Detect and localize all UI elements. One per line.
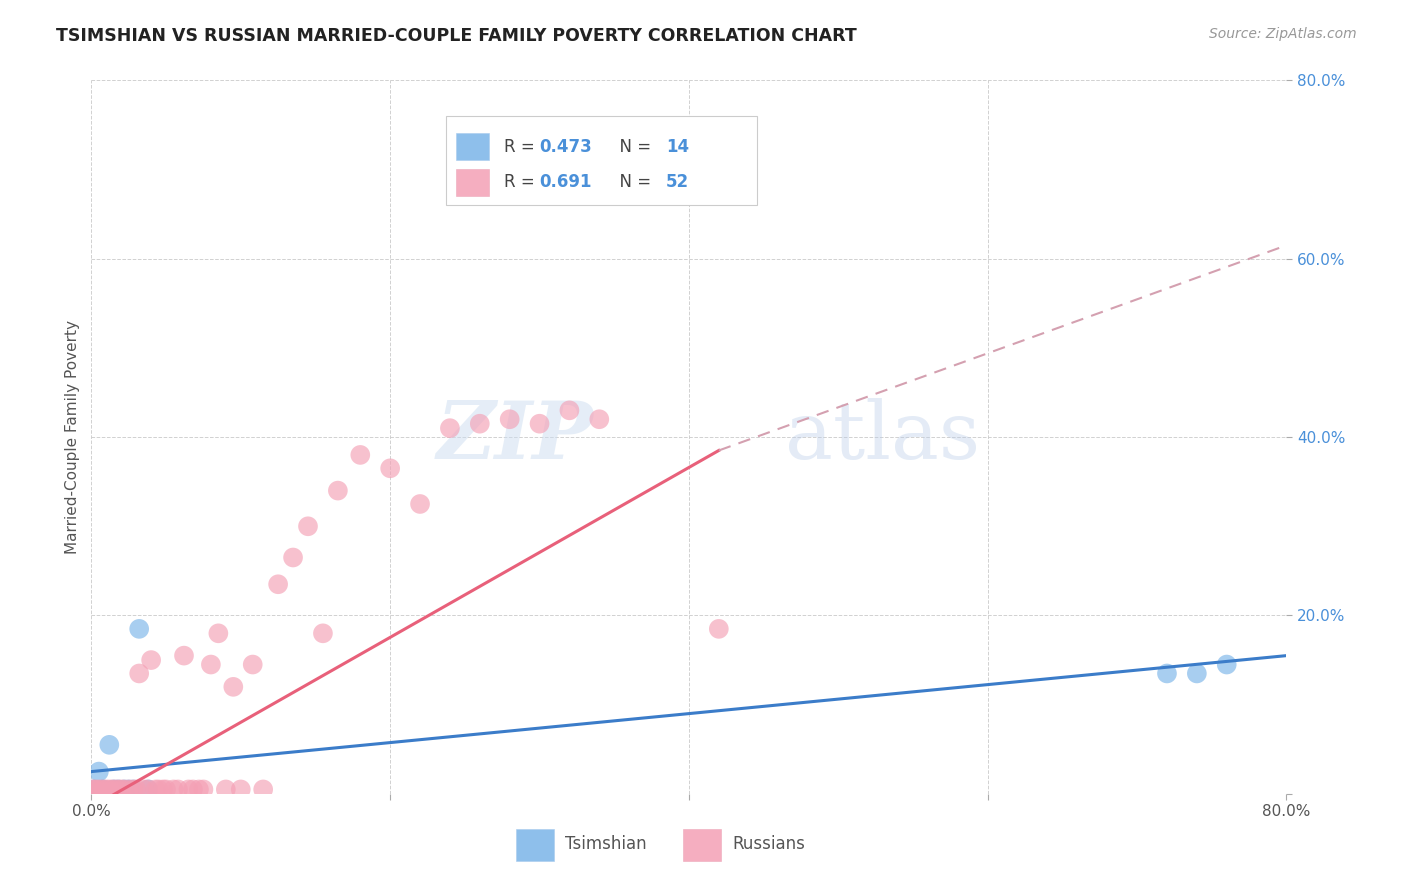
Point: [141, 653, 163, 667]
Bar: [446, 116, 756, 205]
Point: [439, 421, 461, 435]
Point: [193, 782, 215, 797]
Point: [215, 782, 238, 797]
Point: [112, 782, 135, 797]
Point: [162, 782, 184, 797]
Point: [229, 782, 252, 797]
Bar: [456, 133, 489, 161]
Point: [93, 782, 115, 797]
Point: [122, 782, 145, 797]
Point: [112, 782, 135, 797]
Point: [409, 497, 432, 511]
Point: [148, 782, 170, 797]
Point: [242, 657, 264, 672]
Text: TSIMSHIAN VS RUSSIAN MARRIED-COUPLE FAMILY POVERTY CORRELATION CHART: TSIMSHIAN VS RUSSIAN MARRIED-COUPLE FAMI…: [56, 27, 858, 45]
Point: [312, 626, 335, 640]
Point: [89, 782, 111, 797]
Point: [118, 782, 141, 797]
Point: [1216, 657, 1239, 672]
Point: [107, 782, 129, 797]
Point: [222, 680, 245, 694]
Point: [107, 782, 129, 797]
Y-axis label: Married-Couple Family Poverty: Married-Couple Family Poverty: [65, 320, 80, 554]
Point: [167, 782, 190, 797]
Point: [82, 782, 104, 797]
Point: [98, 782, 121, 797]
Point: [326, 483, 349, 498]
Point: [82, 782, 104, 797]
Point: [499, 412, 522, 426]
Text: 0.473: 0.473: [540, 137, 592, 155]
Point: [380, 461, 402, 475]
Point: [125, 782, 148, 797]
Point: [136, 782, 159, 797]
Text: 14: 14: [666, 137, 689, 155]
Point: [1185, 666, 1208, 681]
Point: [98, 738, 121, 752]
Point: [110, 782, 132, 797]
Point: [128, 666, 150, 681]
Text: N =: N =: [609, 173, 657, 191]
Point: [83, 782, 105, 797]
Text: Source: ZipAtlas.com: Source: ZipAtlas.com: [1209, 27, 1357, 41]
Point: [104, 782, 127, 797]
Point: [136, 782, 159, 797]
Point: [529, 417, 551, 431]
Text: 0.691: 0.691: [540, 173, 592, 191]
Bar: [683, 829, 721, 861]
Point: [468, 417, 491, 431]
Point: [132, 782, 155, 797]
Point: [1156, 666, 1178, 681]
Text: R =: R =: [503, 173, 540, 191]
Point: [207, 626, 229, 640]
Point: [181, 782, 204, 797]
Point: [145, 782, 167, 797]
Text: ZIP: ZIP: [436, 399, 593, 475]
Point: [177, 782, 200, 797]
Point: [173, 648, 195, 663]
Point: [188, 782, 211, 797]
Text: Russians: Russians: [733, 835, 804, 853]
Point: [558, 403, 581, 417]
Point: [87, 764, 110, 779]
Point: [118, 782, 141, 797]
Point: [267, 577, 290, 591]
Point: [297, 519, 319, 533]
Point: [252, 782, 274, 797]
Point: [128, 622, 150, 636]
Point: [96, 782, 118, 797]
Text: Tsimshian: Tsimshian: [565, 835, 647, 853]
Point: [707, 622, 730, 636]
Point: [86, 782, 108, 797]
Point: [122, 782, 145, 797]
Point: [349, 448, 371, 462]
Point: [155, 782, 177, 797]
Point: [101, 782, 124, 797]
Text: atlas: atlas: [785, 398, 980, 476]
Text: R =: R =: [503, 137, 540, 155]
Text: N =: N =: [609, 137, 657, 155]
Point: [103, 782, 125, 797]
Point: [588, 412, 610, 426]
Bar: [516, 829, 554, 861]
Point: [152, 782, 174, 797]
Point: [200, 657, 222, 672]
Bar: [456, 169, 489, 196]
Point: [93, 782, 115, 797]
Point: [281, 550, 304, 565]
Text: 52: 52: [666, 173, 689, 191]
